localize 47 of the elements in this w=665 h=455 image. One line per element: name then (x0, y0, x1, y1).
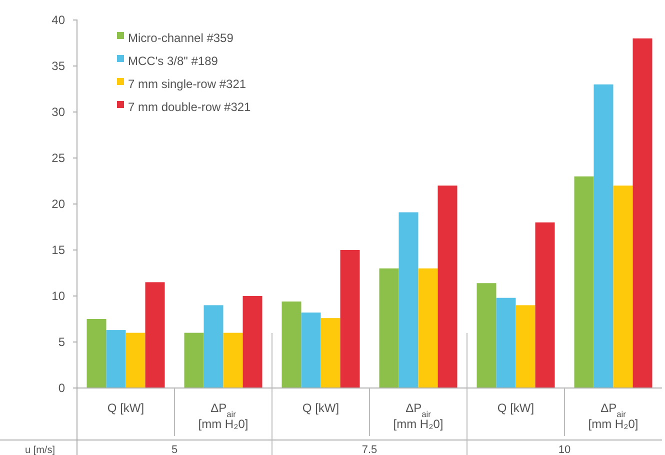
bar (301, 312, 321, 388)
bar (204, 305, 224, 388)
bar (418, 268, 438, 388)
bar (282, 302, 302, 388)
x-tick-label: ΔP$_{air}$ [mm H₂0] (198, 401, 248, 431)
y-tick-label: 25 (52, 150, 66, 165)
y-tick-label: 40 (52, 12, 66, 27)
legend-label: 7 mm double-row #321 (128, 100, 252, 114)
text: 7.5 (362, 444, 378, 455)
y-tick-label: 35 (52, 58, 66, 73)
text: 5 (171, 444, 178, 455)
bar (496, 298, 516, 388)
x-tick-label: ΔP$_{air}$ [mm H₂0] (588, 401, 638, 431)
bar (594, 84, 614, 388)
y-tick-label: 30 (52, 104, 66, 119)
bar (398, 212, 418, 388)
bar (613, 186, 633, 388)
bar (126, 332, 146, 388)
bar (535, 222, 555, 388)
y-tick-label: 10 (52, 288, 66, 303)
bar (438, 186, 458, 388)
bar (242, 296, 262, 388)
bar (632, 38, 652, 388)
y-tick-label: 5 (58, 334, 66, 349)
legend-label: MCC's 3/8" #189 (128, 54, 218, 68)
bar (379, 268, 399, 388)
x-axis-title: u [m/s] (24, 445, 56, 455)
bar (223, 332, 243, 388)
bar (340, 250, 360, 388)
bar (320, 318, 340, 388)
y-tick-label: 15 (52, 242, 66, 257)
legend-label: 7 mm single-row #321 (128, 77, 246, 92)
y-tick-label: 0 (58, 380, 66, 395)
bar (145, 282, 165, 388)
x-tick-label: Q [kW] (302, 401, 340, 415)
y-tick-label: 20 (52, 196, 66, 211)
text: 10 (558, 444, 571, 455)
bar (476, 283, 496, 388)
bar (106, 330, 126, 388)
x-tick-label: ΔP$_{air}$ [mm H₂0] (393, 401, 444, 431)
bar (184, 332, 204, 388)
x-tick-label: Q [kW] (497, 401, 534, 415)
legend-label: Micro-channel #359 (128, 31, 234, 46)
bar (574, 176, 594, 388)
x-tick-label: Q [kW] (107, 401, 144, 415)
bar (86, 319, 106, 388)
bar (516, 305, 536, 388)
